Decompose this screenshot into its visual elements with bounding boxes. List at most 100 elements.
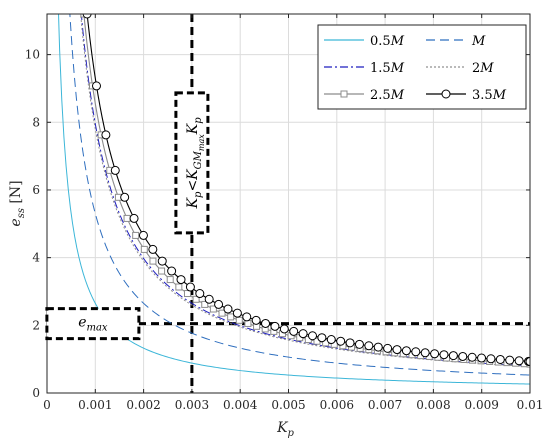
- cond-kp1: K: [185, 196, 201, 209]
- legend-item: 2.5M: [324, 88, 405, 103]
- series-marker: [91, 81, 101, 91]
- series-marker: [505, 355, 515, 365]
- series-marker: [242, 312, 252, 322]
- y-tick-label: 4: [32, 251, 40, 265]
- legend-label: 3.5M: [472, 88, 507, 103]
- cond-kp1-sub: p: [193, 191, 204, 198]
- series-line: [69, 14, 530, 376]
- cond-kgm: K: [185, 168, 201, 181]
- x-tick-label: 0.008: [416, 398, 450, 412]
- series-marker: [336, 336, 346, 346]
- series-marker: [261, 318, 271, 328]
- series-marker: [195, 289, 205, 299]
- series-marker: [279, 324, 289, 334]
- series-3.5M: [82, 14, 530, 367]
- y-tick-label: 6: [32, 183, 40, 197]
- legend-item: 3.5M: [426, 88, 507, 103]
- series-marker: [525, 357, 530, 367]
- series-marker: [218, 309, 226, 317]
- x-tick-label: 0.004: [223, 398, 258, 412]
- legend-item: 0.5M: [324, 34, 405, 49]
- series-marker: [448, 351, 458, 361]
- legend-label: M: [471, 34, 486, 49]
- x-axis-label-sub: p: [288, 428, 295, 439]
- x-tick-label: 0.003: [175, 398, 209, 412]
- series-marker: [354, 339, 364, 349]
- legend-label: 2M: [472, 61, 494, 76]
- series-marker: [364, 341, 374, 351]
- y-tick-label: 2: [32, 318, 40, 332]
- series-marker: [138, 230, 148, 240]
- series-marker: [123, 214, 131, 222]
- series-marker: [209, 305, 217, 313]
- series-0.5M: [58, 14, 530, 385]
- series-marker: [201, 300, 209, 308]
- legend-marker: [441, 89, 451, 99]
- legend-item: 2M: [426, 61, 494, 76]
- series-marker: [158, 267, 166, 275]
- x-tick-label: 0.002: [126, 398, 160, 412]
- series-marker: [392, 345, 402, 355]
- series-marker: [401, 346, 411, 356]
- x-tick-label: 0.01: [517, 398, 544, 412]
- series-layer: [58, 14, 530, 385]
- series-marker: [167, 266, 177, 276]
- series-marker: [175, 283, 183, 291]
- y-axis-label-base: e: [8, 218, 24, 226]
- emax-box: [45, 307, 141, 341]
- legend-marker: [340, 90, 348, 98]
- series-marker: [251, 315, 261, 325]
- series-marker: [235, 316, 243, 324]
- svg-text:emax: emax: [78, 315, 108, 334]
- series-marker: [232, 308, 242, 318]
- y-axis-label-sub: ss: [16, 208, 27, 218]
- legend-label: 0.5M: [370, 34, 405, 49]
- series-marker: [148, 244, 158, 254]
- series-marker: [514, 356, 524, 366]
- x-tick-label: 0.001: [78, 398, 112, 412]
- series-marker: [227, 313, 235, 321]
- x-tick-label: 0.007: [368, 398, 402, 412]
- legend-item: 1.5M: [324, 61, 405, 76]
- series-marker: [129, 213, 139, 223]
- condition-box: [174, 91, 210, 235]
- series-marker: [185, 282, 195, 292]
- series-marker: [149, 257, 157, 265]
- series-marker: [486, 354, 496, 364]
- series-marker: [298, 329, 308, 339]
- emax-label-sub: max: [86, 323, 107, 334]
- series-marker: [411, 347, 421, 357]
- condition-annotation: Kp<KGMmaxKp: [174, 91, 210, 235]
- series-marker: [120, 192, 130, 202]
- series-marker: [383, 343, 393, 353]
- x-tick-label: 0.009: [465, 398, 499, 412]
- x-axis-label: Kp: [276, 420, 294, 439]
- series-marker: [270, 321, 280, 331]
- cond-kgm-sub: GM: [193, 150, 204, 169]
- series-marker: [244, 319, 252, 327]
- legend-label: 1.5M: [370, 61, 405, 76]
- series-marker: [439, 350, 449, 360]
- series-marker: [183, 290, 191, 298]
- svg-text:ess [N]: ess [N]: [8, 180, 27, 226]
- series-marker: [420, 348, 430, 358]
- cond-relation: <: [185, 180, 201, 192]
- series-marker: [477, 353, 487, 363]
- series-marker: [214, 299, 224, 309]
- series-marker: [373, 342, 383, 352]
- series-marker: [430, 349, 440, 359]
- series-marker: [345, 338, 355, 348]
- series-marker: [166, 276, 174, 284]
- cond-kp2: K: [185, 122, 201, 135]
- y-tick-label: 10: [25, 48, 40, 62]
- cond-kgm-subsub: max: [197, 134, 206, 151]
- x-tick-label: 0.006: [320, 398, 354, 412]
- series-marker: [101, 130, 111, 140]
- series-marker: [307, 331, 317, 341]
- legend-label: 2.5M: [370, 88, 405, 103]
- y-tick-label: 0: [32, 386, 40, 400]
- y-axis-label-unit: [N]: [8, 180, 24, 208]
- y-axis-label: ess [N]: [8, 180, 27, 226]
- series-marker: [140, 245, 148, 253]
